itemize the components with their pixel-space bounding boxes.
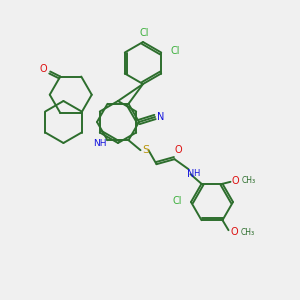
Text: CH₃: CH₃ bbox=[242, 176, 256, 185]
Text: O: O bbox=[231, 227, 238, 237]
Text: Cl: Cl bbox=[139, 28, 149, 38]
Text: O: O bbox=[175, 145, 182, 155]
Text: Cl: Cl bbox=[172, 196, 182, 206]
Text: CH₃: CH₃ bbox=[240, 228, 255, 237]
Text: Cl: Cl bbox=[170, 46, 180, 56]
Text: N: N bbox=[187, 169, 194, 179]
Text: S: S bbox=[142, 145, 149, 155]
Text: O: O bbox=[39, 64, 47, 74]
Text: O: O bbox=[232, 176, 239, 186]
Text: NH: NH bbox=[93, 139, 106, 148]
Text: N: N bbox=[157, 112, 165, 122]
Text: H: H bbox=[193, 169, 200, 178]
